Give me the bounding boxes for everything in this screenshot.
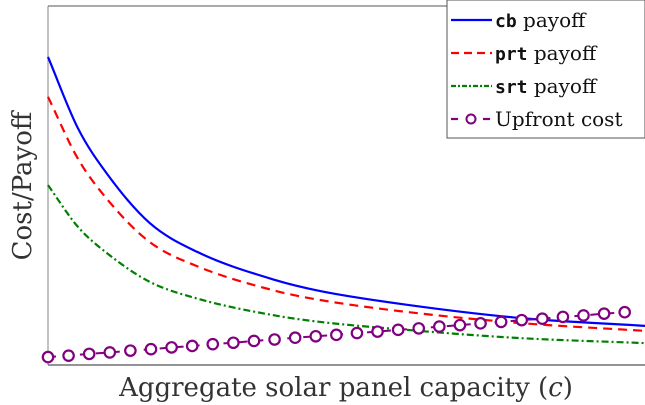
marker-upfront-cost-1 [62,349,75,362]
legend-label-prt-payoff: prt payoff [495,41,598,65]
series-upfront-cost [41,305,632,364]
marker-upfront-cost-25 [556,310,570,324]
legend-entry-upfront-cost: Upfront cost [451,107,622,131]
marker-upfront-cost-9 [227,336,240,350]
legend-entry-cb-payoff: cb payoff [451,8,587,32]
marker-upfront-cost-27 [597,307,611,320]
marker-upfront-cost-17 [391,323,405,337]
legend: cb payoff prt payoff srt payoff Upfront cos… [446,0,645,139]
legend-entry-prt-payoff: prt payoff [451,41,598,65]
marker-upfront-cost-3 [103,346,117,359]
legend-label-srt-payoff: srt payoff [495,74,598,98]
marker-upfront-cost-23 [515,313,529,327]
marker-upfront-cost-12 [288,331,302,345]
marker-upfront-cost-26 [577,309,590,322]
marker-upfront-cost-8 [206,337,220,351]
legend-marker-upfront-cost [465,113,477,125]
marker-upfront-cost-11 [268,333,281,346]
marker-upfront-cost-4 [124,344,137,357]
marker-upfront-cost-6 [165,341,178,354]
marker-upfront-cost-24 [536,312,549,325]
series-srt-payoff [47,184,645,345]
y-axis-label: Cost/Payoff [8,109,38,260]
series-layer [41,56,645,364]
x-axis-label: Aggregate solar panel capacity (c) [118,373,573,403]
legend-box [446,0,645,139]
marker-upfront-cost-16 [371,325,384,338]
marker-upfront-cost-20 [453,318,467,332]
marker-upfront-cost-15 [350,326,364,340]
marker-upfront-cost-5 [144,342,158,356]
marker-upfront-cost-10 [247,334,261,348]
line-srt-payoff [47,184,645,345]
legend-entry-srt-payoff: srt payoff [451,74,598,98]
marker-upfront-cost-13 [309,329,323,343]
marker-upfront-cost-18 [412,322,426,335]
marker-upfront-cost-14 [330,328,343,342]
marker-upfront-cost-2 [82,347,96,361]
marker-upfront-cost-22 [494,315,508,329]
marker-upfront-cost-7 [185,339,199,353]
marker-upfront-cost-0 [41,350,55,364]
legend-label-upfront-cost: Upfront cost [495,107,622,131]
marker-upfront-cost-19 [433,320,446,333]
marker-upfront-cost-21 [474,317,487,330]
legend-label-cb-payoff: cb payoff [495,8,587,32]
marker-upfront-cost-28 [618,305,632,319]
